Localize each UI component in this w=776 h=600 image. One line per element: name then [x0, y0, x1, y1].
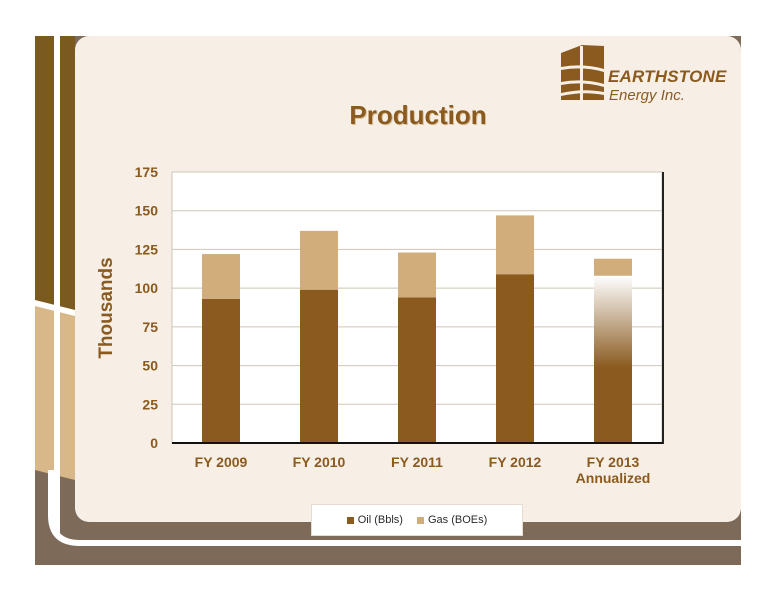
bar-gas: [496, 215, 534, 275]
legend-label-gas: Gas (BOEs): [427, 514, 488, 526]
legend-label-oil: Oil (Bbls): [357, 514, 403, 526]
page-title: Production: [349, 100, 487, 130]
x-tick-label: FY 2011: [391, 454, 443, 470]
bar-gas: [398, 252, 436, 298]
bar-gas: [594, 258, 632, 276]
bar-oil: [496, 274, 534, 443]
legend-item-oil: Oil (Bbls): [346, 514, 403, 526]
bar-oil: [202, 298, 240, 443]
y-tick-label: 75: [142, 319, 158, 335]
brand-name: EARTHSTONE: [608, 67, 727, 86]
legend-item-gas: Gas (BOEs): [416, 514, 488, 526]
legend-swatch-gas: [416, 516, 424, 524]
y-axis-label: Thousands: [96, 257, 117, 358]
brand-subtitle: Energy Inc.: [609, 87, 685, 104]
y-tick-label: 100: [135, 280, 159, 296]
bar-gas: [300, 230, 338, 290]
legend-swatch-oil: [346, 516, 354, 524]
bar-gas: [202, 254, 240, 299]
production-chart: 0 25 50 75 100 125 150 175 FY 2009 FY 2010 FY 201…: [96, 164, 664, 486]
y-tick-label: 125: [135, 241, 159, 257]
y-tick-label: 0: [150, 435, 158, 451]
frame-white-divider: [54, 36, 60, 536]
y-tick-label: 175: [135, 164, 159, 180]
y-tick-label: 150: [135, 203, 159, 219]
earthstone-logo-icon: [561, 45, 604, 100]
bar-oil: [594, 275, 632, 443]
chart-legend: Oil (Bbls) Gas (BOEs): [311, 504, 523, 536]
x-tick-label: FY 2009: [195, 454, 248, 470]
bar-oil: [398, 297, 436, 443]
x-tick-label: FY 2012: [489, 454, 542, 470]
y-tick-label: 50: [142, 358, 158, 374]
x-tick-label: FY 2013 Annualized: [576, 454, 651, 486]
x-tick-label: FY 2010: [293, 454, 346, 470]
bar-oil: [300, 289, 338, 443]
y-tick-label: 25: [142, 396, 158, 412]
